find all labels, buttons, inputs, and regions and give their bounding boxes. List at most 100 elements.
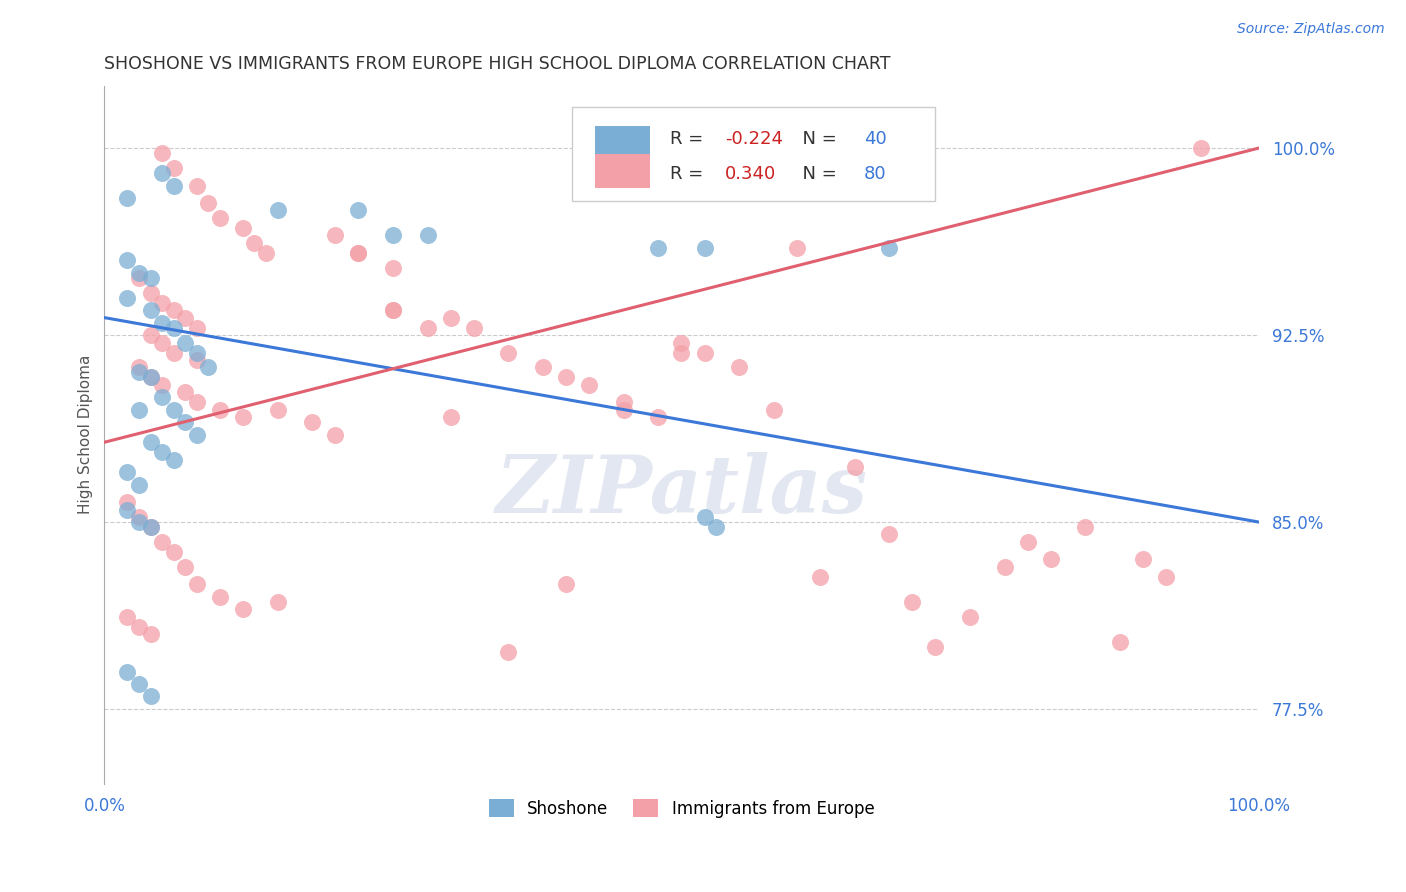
Point <box>139 370 162 384</box>
Point <box>117 502 139 516</box>
Point <box>128 510 150 524</box>
Point <box>139 520 162 534</box>
Point <box>728 360 751 375</box>
Point <box>186 353 208 368</box>
Point <box>139 270 162 285</box>
Point <box>266 402 288 417</box>
Point <box>208 211 231 225</box>
Point <box>347 245 370 260</box>
Point <box>186 577 208 591</box>
Point <box>613 395 636 409</box>
Legend: Shoshone, Immigrants from Europe: Shoshone, Immigrants from Europe <box>482 793 882 824</box>
Point <box>162 452 184 467</box>
Point <box>162 402 184 417</box>
Point <box>128 515 150 529</box>
Point <box>901 595 924 609</box>
Point <box>150 166 173 180</box>
Text: SHOSHONE VS IMMIGRANTS FROM EUROPE HIGH SCHOOL DIPLOMA CORRELATION CHART: SHOSHONE VS IMMIGRANTS FROM EUROPE HIGH … <box>104 55 891 73</box>
Point <box>162 303 184 318</box>
Point <box>232 602 254 616</box>
Point <box>174 385 197 400</box>
Point <box>150 445 173 459</box>
Point <box>1074 520 1097 534</box>
Point <box>186 395 208 409</box>
FancyBboxPatch shape <box>572 107 935 201</box>
Point <box>186 320 208 334</box>
Point <box>117 191 139 205</box>
Point <box>1132 552 1154 566</box>
Point <box>232 220 254 235</box>
Point <box>463 320 485 334</box>
Point <box>117 291 139 305</box>
Point <box>924 640 946 654</box>
Point <box>139 370 162 384</box>
Point <box>1039 552 1062 566</box>
Point <box>959 609 981 624</box>
Text: -0.224: -0.224 <box>725 130 783 148</box>
Point <box>531 360 554 375</box>
Point <box>208 590 231 604</box>
Point <box>128 270 150 285</box>
Point <box>994 560 1017 574</box>
Point <box>347 203 370 218</box>
Point <box>150 378 173 392</box>
Point <box>844 460 866 475</box>
Point <box>555 370 578 384</box>
Point <box>647 241 669 255</box>
Point <box>117 253 139 268</box>
Point <box>704 520 727 534</box>
Point <box>381 228 404 243</box>
Point <box>232 410 254 425</box>
Text: 80: 80 <box>863 165 886 183</box>
Text: R =: R = <box>669 165 709 183</box>
Point <box>150 335 173 350</box>
Point <box>139 690 162 704</box>
Text: N =: N = <box>792 165 842 183</box>
Point <box>150 390 173 404</box>
Point <box>647 410 669 425</box>
Point <box>786 241 808 255</box>
Point <box>186 178 208 193</box>
Point <box>128 477 150 491</box>
Point <box>174 335 197 350</box>
Point <box>301 415 323 429</box>
Text: N =: N = <box>792 130 842 148</box>
Point <box>197 196 219 211</box>
FancyBboxPatch shape <box>595 154 651 188</box>
Point <box>762 402 785 417</box>
Point <box>613 402 636 417</box>
Point <box>693 345 716 359</box>
Point <box>671 335 693 350</box>
Point <box>671 345 693 359</box>
Point <box>555 577 578 591</box>
Point <box>139 328 162 343</box>
Point <box>416 228 439 243</box>
Point <box>254 245 277 260</box>
Point <box>243 235 266 250</box>
Text: 0.340: 0.340 <box>725 165 776 183</box>
Point <box>498 345 520 359</box>
Point <box>150 316 173 330</box>
Point <box>693 241 716 255</box>
Text: ZIPatlas: ZIPatlas <box>495 452 868 529</box>
FancyBboxPatch shape <box>595 126 651 160</box>
Point <box>139 285 162 300</box>
Point <box>197 360 219 375</box>
Point <box>266 595 288 609</box>
Point <box>266 203 288 218</box>
Point <box>162 161 184 175</box>
Point <box>174 415 197 429</box>
Point <box>440 310 463 325</box>
Point <box>693 510 716 524</box>
Point <box>208 402 231 417</box>
Point <box>150 295 173 310</box>
Point <box>128 677 150 691</box>
Point <box>162 320 184 334</box>
Text: Source: ZipAtlas.com: Source: ZipAtlas.com <box>1237 22 1385 37</box>
Point <box>117 495 139 509</box>
Point <box>877 241 900 255</box>
Point <box>808 570 831 584</box>
Point <box>186 345 208 359</box>
Point <box>578 378 600 392</box>
Point <box>150 146 173 161</box>
